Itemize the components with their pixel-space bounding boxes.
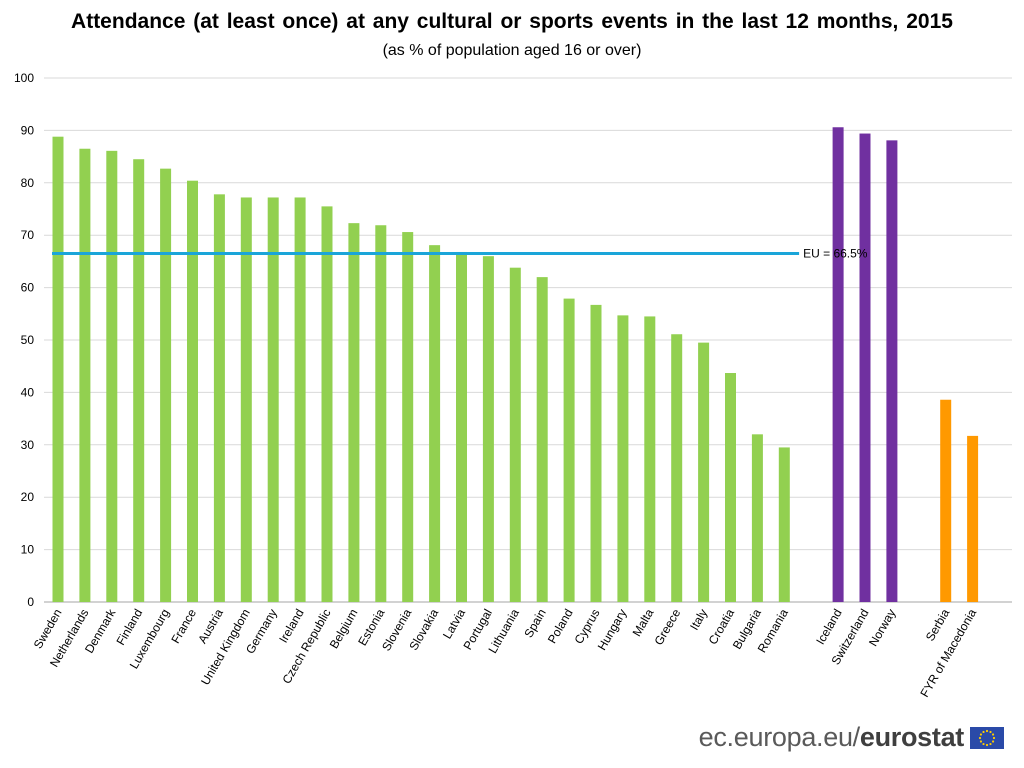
bar-cyprus — [590, 304, 602, 602]
bar-luxembourg — [160, 168, 172, 603]
chart-subtitle: (as % of population aged 16 or over) — [382, 42, 642, 59]
flag-star — [979, 732, 983, 736]
bar-denmark — [106, 150, 118, 602]
bar-germany — [267, 197, 279, 603]
eu-flag-icon — [970, 726, 1004, 749]
flag-star — [989, 730, 992, 733]
bar-ireland — [294, 197, 306, 603]
bar-hungary — [617, 315, 629, 602]
y-axis-tick-labels: 0 10 20 30 40 50 60 70 80 90 100 — [14, 71, 34, 609]
bar-netherlands — [79, 148, 91, 603]
bar-latvia — [456, 251, 467, 602]
y-tick-label: 10 — [21, 543, 35, 557]
gridlines — [44, 77, 1012, 603]
flag-star — [982, 742, 985, 745]
y-tick-label: 20 — [21, 490, 35, 504]
bar-slovakia — [429, 245, 441, 602]
y-tick-label: 90 — [21, 123, 35, 137]
flag-star — [985, 729, 989, 732]
chart-title: Attendance (at least once) at any cultur… — [71, 10, 953, 33]
y-tick-label: 0 — [27, 595, 34, 609]
y-tick-label: 30 — [21, 438, 35, 452]
flag-star — [978, 736, 982, 739]
bar-bulgaria — [751, 434, 763, 602]
y-tick-label: 100 — [14, 71, 34, 85]
flag-star — [979, 739, 983, 743]
eu-average-line: EU = 66.5% — [52, 247, 868, 261]
eurostat-footer: ec.europa.eu/ eurostat — [699, 722, 1004, 753]
bar-poland — [563, 298, 575, 602]
flag-star — [985, 743, 989, 746]
flag-star — [991, 732, 995, 736]
bar-estonia — [375, 225, 387, 602]
bar-portugal — [482, 256, 494, 602]
bar-romania — [778, 447, 790, 602]
bar-switzerland — [859, 133, 871, 602]
y-tick-label: 60 — [21, 281, 35, 295]
bar-italy — [698, 342, 710, 602]
bar-sweden — [52, 136, 64, 603]
bar-lithuania — [509, 267, 521, 602]
x-category-label: Latvia — [440, 606, 468, 641]
flag-star — [982, 730, 985, 733]
x-category-label: France — [168, 606, 199, 646]
footer-url: ec.europa.eu/ — [698, 722, 861, 752]
eu-average-label: EU = 66.5% — [803, 247, 868, 261]
y-tick-label: 80 — [21, 176, 35, 190]
y-tick-label: 40 — [21, 385, 35, 399]
x-category-label: Italy — [687, 607, 710, 633]
bar-iceland — [832, 127, 844, 603]
flag-star — [989, 742, 992, 745]
bar-malta — [644, 316, 656, 602]
bar-austria — [213, 194, 225, 602]
bar-greece — [671, 334, 683, 602]
y-tick-label: 70 — [21, 228, 35, 242]
bars — [52, 127, 979, 603]
eurostat-logo-text: eurostat — [859, 722, 964, 752]
flag-star — [992, 736, 996, 739]
bar-norway — [886, 140, 898, 602]
bar-czech-republic — [321, 206, 333, 602]
x-category-label: Spain — [521, 607, 548, 641]
bar-united-kingdom — [240, 197, 252, 603]
x-category-label: Greece — [651, 606, 683, 647]
x-category-label: Malta — [630, 606, 657, 639]
bar-spain — [536, 277, 548, 602]
bar-france — [187, 180, 198, 603]
x-axis-category-labels: SwedenNetherlandsDenmarkFinlandLuxembour… — [31, 606, 980, 700]
flag-star — [991, 739, 995, 743]
bar-serbia — [940, 399, 952, 602]
bar-slovenia — [402, 232, 414, 602]
bar-finland — [133, 159, 145, 602]
y-tick-label: 50 — [21, 333, 35, 347]
x-category-label: Norway — [866, 607, 898, 649]
bar-croatia — [725, 373, 736, 602]
bar-fyr-of-macedonia — [967, 435, 979, 602]
bar-belgium — [348, 223, 360, 602]
